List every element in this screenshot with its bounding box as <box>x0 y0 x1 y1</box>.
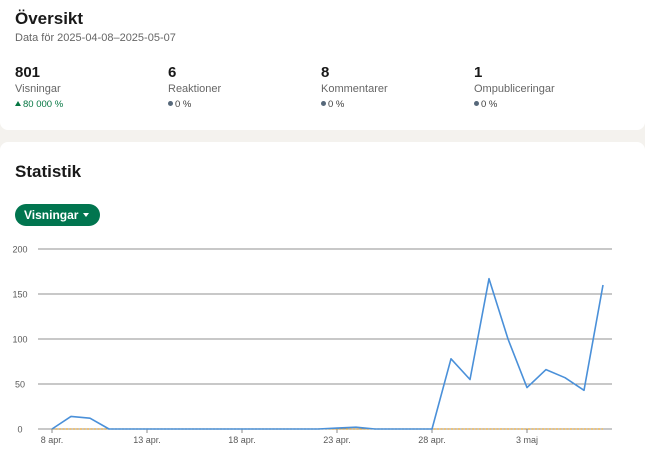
statistics-card: Statistik Visningar 0 50 100 150 200 8 apr. 1… <box>0 142 645 456</box>
neutral-dot-icon <box>474 101 479 106</box>
metric-value: 8 <box>321 64 330 81</box>
metric-reposts[interactable]: 1 Ompubliceringar 0 % <box>474 65 555 110</box>
metric-comments[interactable]: 8 Kommentarer 0 % <box>321 65 388 110</box>
metric-change-text: 0 % <box>328 99 345 110</box>
x-tick-label: 23 apr. <box>323 435 351 445</box>
overview-date-range: Data för 2025-04-08–2025-05-07 <box>15 32 176 44</box>
y-tick-label: 100 <box>12 335 27 345</box>
triangle-up-icon <box>15 101 21 106</box>
metric-change-text: 80 000 % <box>23 99 64 110</box>
x-tick-label: 8 apr. <box>41 435 64 445</box>
metric-views[interactable]: 801 Visningar 80 000 % <box>15 65 63 110</box>
x-tick-label: 18 apr. <box>228 435 256 445</box>
y-tick-label: 0 <box>17 425 22 435</box>
x-tick-label: 3 maj <box>516 435 538 445</box>
metric-change: 80 000 % <box>15 99 63 110</box>
metric-value: 801 <box>15 64 41 81</box>
views-series-line <box>51 277 604 430</box>
statistics-title: Statistik <box>15 162 82 181</box>
x-tick-label: 13 apr. <box>133 435 161 445</box>
views-line-chart: 0 50 100 150 200 8 apr. 13 apr. 18 apr. 23 apr.… <box>12 245 612 445</box>
y-tick-label: 200 <box>12 245 27 255</box>
neutral-dot-icon <box>168 101 173 106</box>
metric-reactions[interactable]: 6 Reaktioner 0 % <box>168 65 221 110</box>
overview-card: Översikt Data för 2025-04-08–2025-05-07 … <box>0 0 645 130</box>
metric-value: 6 <box>168 64 177 81</box>
metric-value: 1 <box>474 64 483 81</box>
metric-label: Kommentarer <box>321 83 388 95</box>
x-tick-label: 28 apr. <box>418 435 446 445</box>
neutral-dot-icon <box>321 101 326 106</box>
metric-label: Visningar <box>15 83 61 95</box>
metric-label: Ompubliceringar <box>474 83 555 95</box>
metric-label: Reaktioner <box>168 83 222 95</box>
metric-change-text: 0 % <box>481 99 498 110</box>
caret-down-icon <box>83 213 90 217</box>
metric-change: 0 % <box>168 99 221 110</box>
metric-change: 0 % <box>474 99 555 110</box>
metric-change: 0 % <box>321 99 388 110</box>
overview-title: Översikt <box>15 9 84 28</box>
dropdown-label: Visningar <box>24 208 79 222</box>
y-tick-label: 150 <box>12 290 27 300</box>
metric-dropdown-button[interactable]: Visningar <box>15 204 101 226</box>
y-tick-label: 50 <box>15 380 25 390</box>
metric-change-text: 0 % <box>175 99 192 110</box>
